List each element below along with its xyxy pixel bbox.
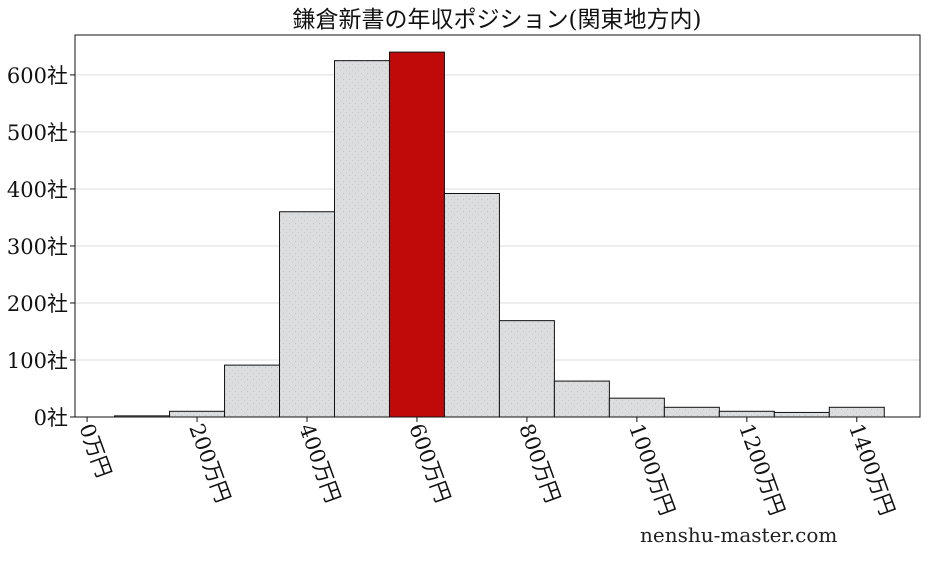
y-tick-label: 100社 xyxy=(7,349,68,373)
y-tick-label: 600社 xyxy=(7,64,68,88)
bar-highlight xyxy=(388,51,445,418)
x-tick-label: 1200万円 xyxy=(734,421,789,519)
y-tick-label: 200社 xyxy=(7,292,68,316)
x-tick-label: 200万円 xyxy=(184,421,235,506)
x-tick-label: 1400万円 xyxy=(844,421,899,519)
x-tick-label: 400万円 xyxy=(294,421,345,506)
bar xyxy=(169,410,226,418)
bar xyxy=(718,410,775,418)
bar xyxy=(443,193,500,418)
plot-frame xyxy=(74,34,921,418)
bar xyxy=(279,211,335,418)
x-tick-label: 1000万円 xyxy=(624,421,679,519)
bar xyxy=(828,406,885,418)
bar xyxy=(498,320,555,418)
y-tick-label: 300社 xyxy=(7,235,68,259)
bar xyxy=(663,406,720,418)
y-tick-label: 500社 xyxy=(7,121,68,145)
x-tick-label: 800万円 xyxy=(514,421,565,506)
x-tick-label: 600万円 xyxy=(404,421,455,506)
bar xyxy=(608,397,665,418)
x-tick-label: 0万円 xyxy=(74,421,115,481)
bar xyxy=(333,60,390,418)
chart-title: 鎌倉新書の年収ポジション(関東地方内) xyxy=(293,7,702,33)
watermark: nenshu-master.com xyxy=(640,523,838,547)
y-tick-label: 0社 xyxy=(34,406,68,430)
bar xyxy=(553,380,610,418)
bar xyxy=(224,364,281,418)
bar xyxy=(773,411,830,418)
y-tick-label: 400社 xyxy=(7,178,68,202)
